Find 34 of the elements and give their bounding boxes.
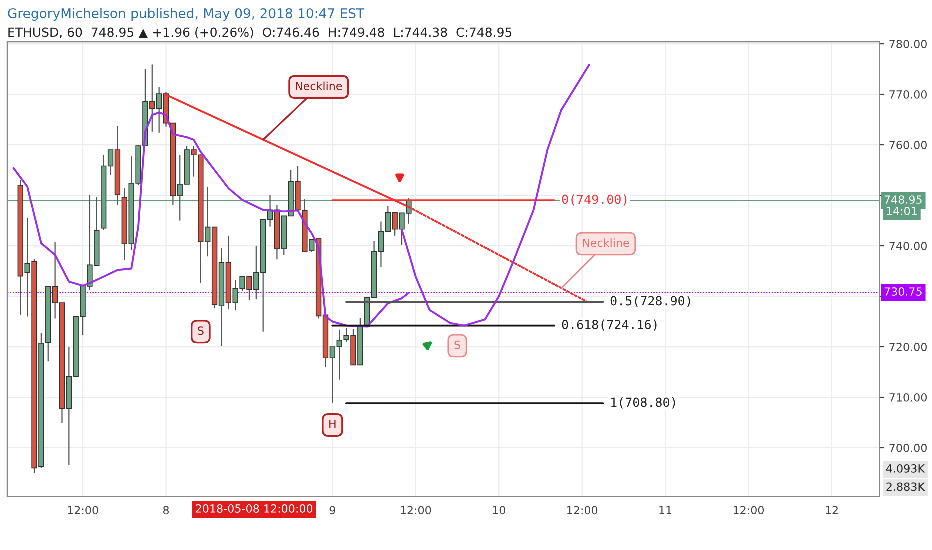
y-tick-label: 760.00 [890, 141, 927, 150]
chart-title: GregoryMichelson published, May 09, 2018 10:47 EST [8, 8, 365, 22]
y-tick-label: 740.00 [890, 242, 927, 250]
annotation: H [330, 420, 336, 428]
text: 14:01 [887, 206, 917, 216]
x-tick-label: 8 [163, 506, 170, 515]
x-tick-label: 12:00 [734, 506, 764, 515]
x-tick-label: 12 [826, 506, 838, 514]
annotation: 0(749.00) [562, 194, 627, 206]
annotation: Neckline [296, 82, 342, 90]
x-tick-label: 12:00 [68, 506, 98, 515]
y-tick-label: 710.00 [890, 393, 927, 402]
text: 2.883K [886, 482, 926, 492]
ref-line-label: 730.75 [884, 288, 922, 296]
ref-line-label: 748.95 [884, 196, 922, 204]
annotation: 1(708.80) [612, 398, 676, 409]
annotation: 0.5(728.90) [610, 296, 690, 308]
x-tick-label: 12:00 [401, 506, 432, 515]
y-tick-label: 700.00 [890, 444, 927, 452]
text: 4.093K [886, 464, 926, 473]
y-tick-label: 720.00 [890, 342, 927, 352]
x-tick-label: 10 [493, 506, 506, 515]
x-tick-label: 9 [330, 506, 336, 515]
x-tick-label: 12:00 [568, 506, 598, 515]
annotation: S [454, 340, 460, 350]
text: 2018-05-08 12:00:00 [196, 504, 313, 513]
line-series [12, 112, 410, 328]
x-tick-label: 11 [660, 506, 672, 514]
chart-subtitle: ETHUSD, 60 748.95 ▲ +1.96 (+0.26%) O:746.46 H:749.48 L:744.38 C:748.95 [8, 28, 512, 39]
annotation: 0.618(724.16) [562, 320, 657, 331]
annotation: S [198, 326, 204, 336]
y-tick-label: 780.00 [890, 40, 927, 48]
y-tick-label: 770.00 [890, 90, 927, 99]
annotation: Neckline [583, 238, 630, 248]
